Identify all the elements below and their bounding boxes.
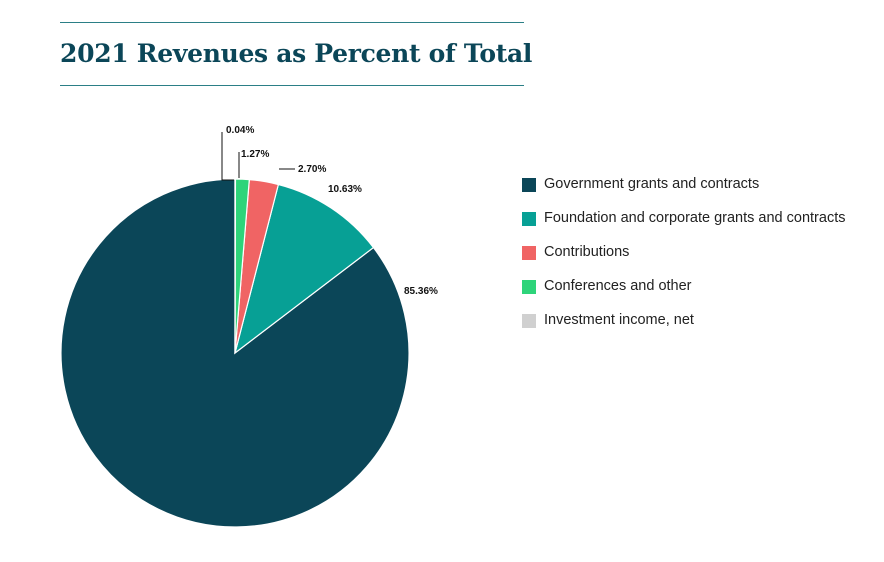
legend: Government grants and contracts Foundatio… xyxy=(522,174,845,344)
legend-item-foundation-and-corporate-grants-and-contracts: Foundation and corporate grants and cont… xyxy=(522,208,845,242)
data-label-investment-income-net: 0.04% xyxy=(226,125,254,136)
leader-line-investment-income-net xyxy=(221,132,234,181)
legend-swatch xyxy=(522,212,536,226)
data-label-government-grants-and-contracts: 85.36% xyxy=(404,286,438,297)
legend-label: Contributions xyxy=(544,244,630,260)
legend-item-government-grants-and-contracts: Government grants and contracts xyxy=(522,174,845,208)
legend-swatch xyxy=(522,314,536,328)
data-label-contributions: 2.70% xyxy=(298,164,326,175)
legend-swatch xyxy=(522,246,536,260)
data-label-foundation-and-corporate-grants-and-contracts: 10.63% xyxy=(328,184,362,195)
legend-item-investment-income-net: Investment income, net xyxy=(522,310,845,344)
legend-item-contributions: Contributions xyxy=(522,242,845,276)
legend-label: Government grants and contracts xyxy=(544,176,760,192)
legend-label: Conferences and other xyxy=(544,278,692,294)
legend-swatch xyxy=(522,178,536,192)
legend-item-conferences-and-other: Conferences and other xyxy=(522,276,845,310)
data-label-conferences-and-other: 1.27% xyxy=(241,149,269,160)
pie-slice-foundation-and-corporate-grants-and-contracts xyxy=(233,183,375,355)
chart-title: 2021 Revenues as Percent of Total xyxy=(60,39,533,68)
title-block: 2021 Revenues as Percent of Total xyxy=(60,22,532,86)
legend-swatch xyxy=(522,280,536,294)
legend-label: Investment income, net xyxy=(544,312,694,328)
legend-label: Foundation and corporate grants and cont… xyxy=(544,210,846,226)
